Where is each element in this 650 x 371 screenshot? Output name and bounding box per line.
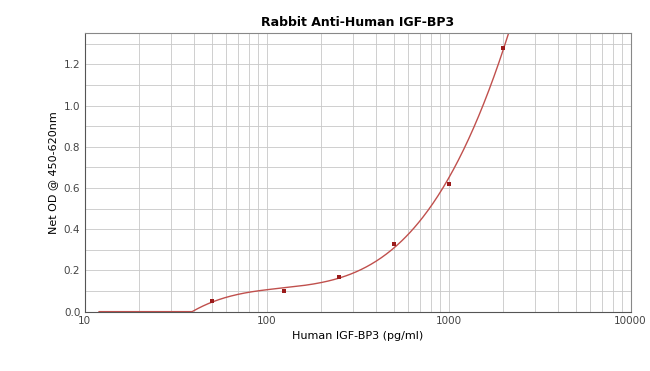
X-axis label: Human IGF-BP3 (pg/ml): Human IGF-BP3 (pg/ml)	[292, 331, 423, 341]
Title: Rabbit Anti-Human IGF-BP3: Rabbit Anti-Human IGF-BP3	[261, 16, 454, 29]
Y-axis label: Net OD @ 450-620nm: Net OD @ 450-620nm	[48, 111, 58, 234]
